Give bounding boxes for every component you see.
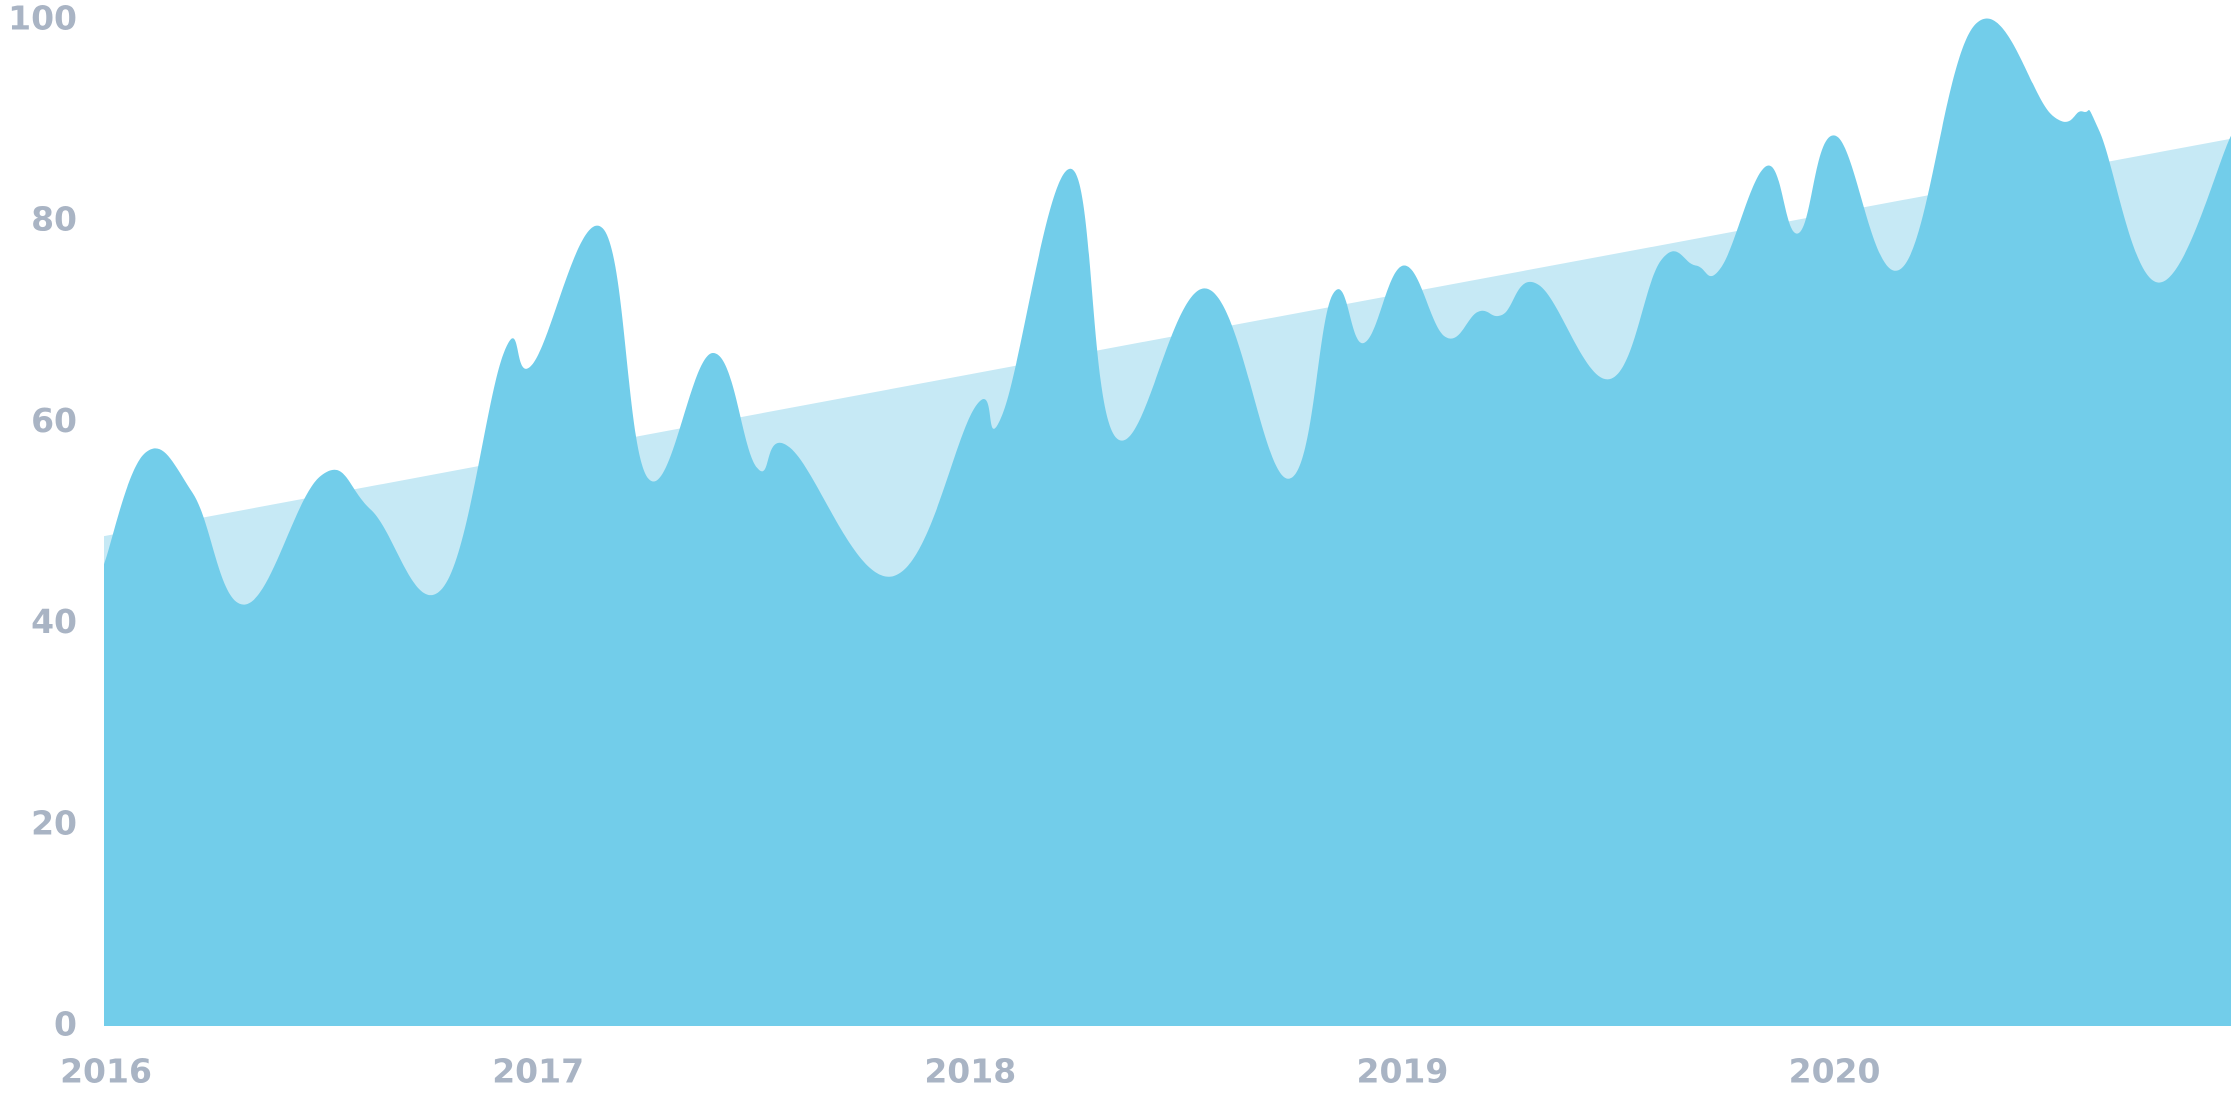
y-tick-label: 0 xyxy=(54,1005,77,1044)
x-tick-label: 2016 xyxy=(60,1052,152,1091)
x-tick-label: 2018 xyxy=(924,1052,1016,1091)
area xyxy=(104,18,2231,1026)
y-tick-label: 40 xyxy=(31,602,77,641)
x-tick-label: 2019 xyxy=(1356,1052,1448,1091)
y-tick-label: 80 xyxy=(31,200,77,239)
x-tick-label: 2020 xyxy=(1789,1052,1881,1091)
y-tick-label: 100 xyxy=(8,0,77,38)
x-tick-label: 2017 xyxy=(492,1052,584,1091)
y-tick-label: 20 xyxy=(31,803,77,842)
y-tick-label: 60 xyxy=(31,401,77,440)
